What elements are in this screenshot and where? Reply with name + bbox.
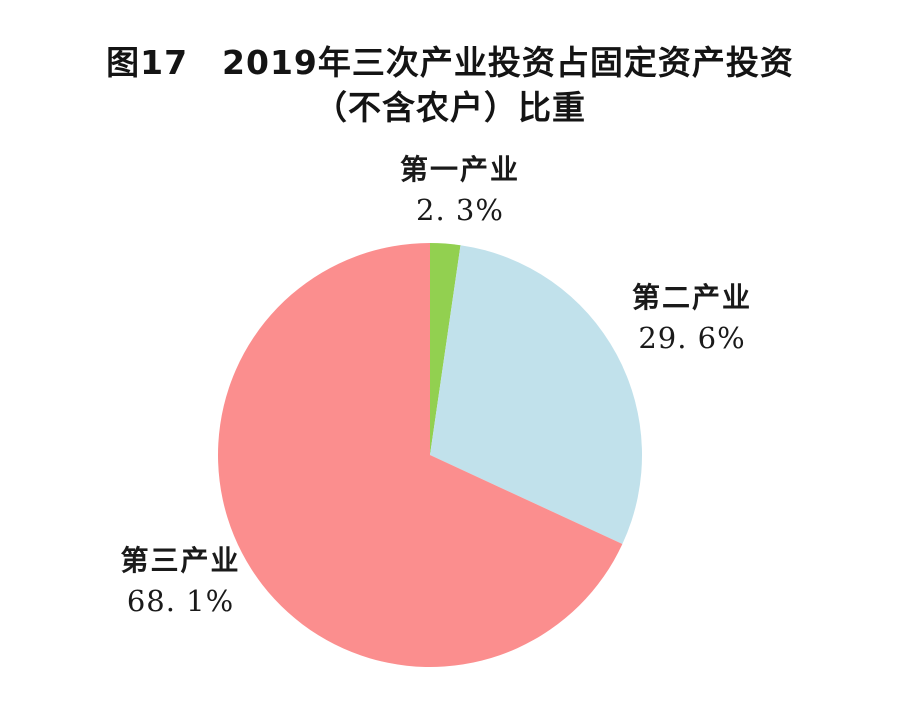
slice-label-primary-industry: 第一产业 2. 3% bbox=[340, 150, 580, 230]
chart-title-line1: 图17 2019年三次产业投资占固定资产投资 bbox=[106, 43, 794, 82]
pie-slice-tertiary-industry bbox=[218, 243, 623, 667]
slice-label-primary-value: 2. 3% bbox=[416, 193, 504, 227]
slice-label-secondary-industry: 第二产业 29. 6% bbox=[572, 278, 812, 358]
slice-label-primary-name: 第一产业 bbox=[399, 153, 520, 186]
slice-label-tertiary-industry: 第三产业 68. 1% bbox=[58, 541, 303, 621]
chart-title: 图17 2019年三次产业投资占固定资产投资 （不含农户）比重 bbox=[0, 40, 900, 130]
pie-slice-secondary-industry bbox=[430, 245, 643, 545]
slice-label-tertiary-name: 第三产业 bbox=[120, 544, 241, 577]
slice-label-tertiary-value: 68. 1% bbox=[126, 584, 235, 618]
pie-slice-primary-industry bbox=[430, 243, 461, 455]
slice-label-secondary-value: 29. 6% bbox=[638, 321, 746, 355]
chart-title-line2: （不含农户）比重 bbox=[314, 88, 586, 127]
slice-label-secondary-name: 第二产业 bbox=[631, 281, 752, 314]
